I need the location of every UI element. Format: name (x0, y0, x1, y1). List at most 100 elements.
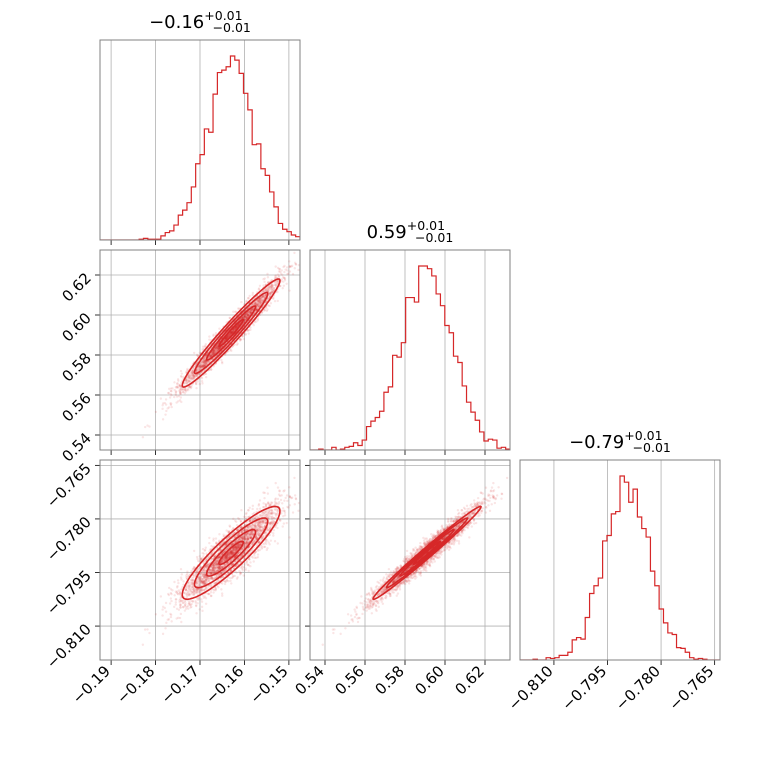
scatter-point (186, 369, 189, 372)
scatter-point (262, 491, 265, 494)
scatter-point (254, 302, 258, 305)
scatter-point (200, 600, 204, 603)
scatter-point (282, 514, 285, 518)
scatter-point (197, 590, 201, 594)
scatter-point (247, 312, 250, 316)
scatter-point (189, 606, 192, 609)
scatter-point (184, 601, 187, 604)
scatter-point (274, 265, 277, 268)
scatter-point (202, 364, 205, 367)
scatter-point (185, 379, 188, 382)
scatter-point (176, 579, 180, 582)
scatter-point (228, 332, 231, 336)
scatter-point (274, 274, 277, 277)
scatter-point (254, 300, 257, 303)
scatter-point (197, 365, 201, 369)
scatter-point (200, 364, 204, 368)
title-minus: −0.01 (415, 230, 453, 245)
scatter-point (225, 336, 228, 339)
scatter-point (190, 370, 193, 373)
scatter-point (284, 496, 287, 500)
scatter-point (240, 316, 244, 320)
scatter-point (198, 366, 201, 369)
scatter-point (214, 332, 218, 335)
scatter-point (246, 313, 250, 317)
scatter-point (165, 409, 168, 413)
scatter-point (195, 374, 199, 378)
scatter-point (202, 359, 206, 362)
scatter-point (173, 395, 176, 399)
scatter-point (178, 389, 181, 393)
scatter-point (154, 410, 158, 414)
scatter-point (167, 392, 171, 395)
scatter-point (265, 309, 269, 313)
scatter-point (252, 324, 255, 327)
scatter-point (208, 355, 211, 358)
scatter-point (278, 270, 282, 273)
scatter-point (180, 400, 183, 404)
scatter-point (183, 381, 186, 385)
scatter-point (179, 388, 183, 391)
scatter-point (244, 316, 248, 319)
scatter-point (291, 272, 295, 276)
scatter-point (281, 273, 284, 276)
scatter-point (247, 314, 250, 317)
scatter-point (260, 311, 263, 315)
scatter-point (269, 286, 272, 289)
scatter-point (267, 290, 270, 293)
scatter-point (192, 549, 196, 553)
scatter-point (251, 303, 254, 307)
scatter-point (212, 348, 215, 352)
scatter-point (189, 375, 193, 379)
scatter-point (263, 288, 267, 291)
panel-title-p0: −0.16+0.01 −0.01 (149, 8, 251, 35)
scatter-point (183, 609, 187, 612)
scatter-point (203, 360, 206, 364)
scatter-point (198, 351, 201, 355)
scatter-point (270, 285, 273, 289)
scatter-point (246, 314, 249, 318)
scatter-point (214, 347, 218, 351)
scatter-point (203, 364, 206, 367)
scatter-point (286, 499, 289, 503)
scatter-point (203, 361, 206, 364)
scatter-point (164, 627, 167, 630)
scatter-point (169, 403, 173, 407)
scatter-point (165, 621, 168, 625)
scatter-point (246, 314, 250, 317)
scatter-point (276, 486, 280, 489)
scatter-point (201, 345, 205, 348)
scatter-point (143, 425, 147, 429)
scatter-point (175, 598, 178, 601)
scatter-point (225, 335, 229, 339)
scatter-point (288, 504, 292, 507)
scatter-point (243, 316, 246, 319)
scatter-point (182, 388, 185, 391)
scatter-point (188, 377, 191, 380)
scatter-point (204, 362, 208, 365)
scatter-point (248, 312, 252, 315)
scatter-point (245, 511, 248, 515)
scatter-point (183, 382, 186, 385)
scatter-point (246, 315, 249, 319)
scatter-point (285, 282, 288, 286)
scatter-point (283, 264, 286, 268)
scatter-point (174, 390, 178, 394)
scatter-point (190, 378, 193, 381)
scatter-point (249, 524, 252, 528)
y-tick-label-p1: 0.62 (58, 269, 94, 305)
scatter-point (197, 368, 201, 371)
scatter-point (209, 368, 213, 372)
scatter-point (245, 316, 248, 319)
scatter-point (204, 344, 207, 348)
scatter-point (244, 315, 247, 318)
scatter-point (246, 314, 250, 317)
scatter-point (187, 379, 190, 382)
scatter-point (192, 576, 195, 579)
scatter-point (178, 399, 182, 402)
scatter-point (196, 354, 199, 357)
scatter-point (188, 380, 191, 383)
scatter-point (215, 348, 218, 352)
scatter-point (186, 378, 190, 382)
scatter-point (170, 592, 173, 596)
